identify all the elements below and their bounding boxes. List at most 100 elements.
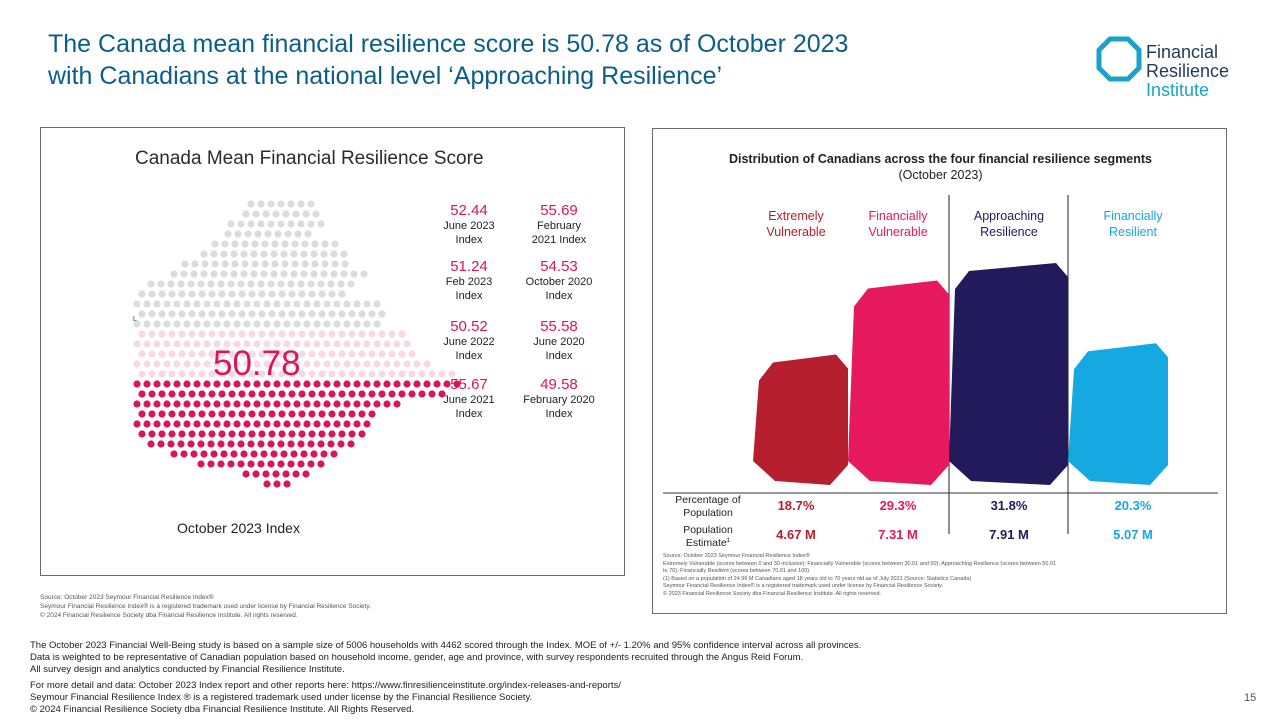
map-dot bbox=[188, 430, 196, 438]
map-dot bbox=[203, 320, 211, 328]
map-dot bbox=[307, 280, 315, 288]
map-dot bbox=[133, 360, 141, 368]
map-dot bbox=[268, 430, 276, 438]
map-dot bbox=[300, 270, 308, 278]
map-dot bbox=[188, 410, 196, 418]
map-dot bbox=[298, 370, 306, 378]
map-dot bbox=[338, 330, 346, 338]
map-dot bbox=[231, 260, 239, 268]
map-dot bbox=[290, 270, 298, 278]
map-dot bbox=[308, 390, 316, 398]
map-dot bbox=[173, 400, 181, 408]
map-dot bbox=[333, 360, 341, 368]
map-dot bbox=[153, 320, 161, 328]
map-dot bbox=[328, 310, 336, 318]
map-dot bbox=[277, 460, 285, 468]
map-dot bbox=[308, 410, 316, 418]
map-dot bbox=[318, 310, 326, 318]
map-dot bbox=[218, 290, 226, 298]
map-dot bbox=[228, 370, 236, 378]
map-dot bbox=[388, 390, 396, 398]
map-dot bbox=[158, 310, 166, 318]
map-dot bbox=[208, 290, 216, 298]
map-dot bbox=[338, 350, 346, 358]
map-dot bbox=[143, 300, 151, 308]
map-dot bbox=[180, 450, 188, 458]
map-dot bbox=[178, 370, 186, 378]
map-dot bbox=[193, 360, 201, 368]
historical-score-label: Index bbox=[455, 408, 483, 420]
map-dot bbox=[298, 310, 306, 318]
map-dot bbox=[280, 250, 288, 258]
map-dot bbox=[448, 370, 456, 378]
mean-score-subtitle: October 2023 Index bbox=[177, 520, 300, 536]
map-dot bbox=[393, 360, 401, 368]
map-dot bbox=[300, 250, 308, 258]
map-dot bbox=[253, 380, 261, 388]
map-dot bbox=[190, 270, 198, 278]
map-dot bbox=[358, 390, 366, 398]
map-dot bbox=[278, 390, 286, 398]
map-dot bbox=[338, 370, 346, 378]
map-dot bbox=[328, 410, 336, 418]
map-dot bbox=[243, 420, 251, 428]
map-dot bbox=[290, 450, 298, 458]
map-dot bbox=[221, 240, 229, 248]
map-dot bbox=[211, 240, 219, 248]
map-dot bbox=[148, 410, 156, 418]
map-dot bbox=[138, 290, 146, 298]
map-dot bbox=[173, 420, 181, 428]
map-dot bbox=[341, 260, 349, 268]
map-dot bbox=[323, 300, 331, 308]
map-dot bbox=[261, 240, 269, 248]
map-dot bbox=[143, 320, 151, 328]
map-dot bbox=[153, 420, 161, 428]
map-dot bbox=[228, 390, 236, 398]
map-dot bbox=[193, 420, 201, 428]
map-dot bbox=[260, 450, 268, 458]
map-dot bbox=[158, 390, 166, 398]
historical-score-label: 2021 Index bbox=[531, 234, 587, 246]
historical-score-value: 55.69 bbox=[540, 202, 578, 219]
map-dot bbox=[208, 370, 216, 378]
map-dot bbox=[231, 240, 239, 248]
map-dot bbox=[333, 400, 341, 408]
map-dot bbox=[318, 370, 326, 378]
map-dot bbox=[213, 300, 221, 308]
historical-score-value: 51.24 bbox=[450, 258, 488, 275]
map-dot bbox=[133, 340, 141, 348]
map-dot bbox=[218, 430, 226, 438]
estimate-value: 4.67 M bbox=[776, 527, 816, 542]
map-dot bbox=[330, 250, 338, 258]
map-dot bbox=[330, 270, 338, 278]
map-dot bbox=[398, 330, 406, 338]
source-line: (1) Based on a population of 24.96 M Can… bbox=[663, 575, 972, 582]
map-dot bbox=[208, 350, 216, 358]
map-dot bbox=[262, 210, 270, 218]
map-dot bbox=[200, 270, 208, 278]
map-dot bbox=[288, 330, 296, 338]
map-dot bbox=[273, 420, 281, 428]
map-dot bbox=[251, 240, 259, 248]
row-label-percentage: Percentage of Population bbox=[675, 494, 740, 519]
map-dot bbox=[273, 380, 281, 388]
map-dot bbox=[311, 240, 319, 248]
footer-line: All survey design and analytics conducte… bbox=[30, 664, 345, 675]
map-dot bbox=[304, 230, 312, 238]
map-dot bbox=[297, 280, 305, 288]
map-dot bbox=[211, 260, 219, 268]
map-dot bbox=[213, 420, 221, 428]
segment-label: Financially Vulnerable bbox=[868, 209, 928, 239]
map-dot bbox=[353, 420, 361, 428]
map-dot bbox=[263, 340, 271, 348]
map-dot bbox=[323, 380, 331, 388]
map-dot bbox=[307, 220, 315, 228]
map-dot bbox=[308, 290, 316, 298]
map-dot bbox=[197, 440, 205, 448]
map-dot bbox=[217, 440, 225, 448]
map-dot bbox=[260, 250, 268, 258]
map-dot bbox=[233, 320, 241, 328]
map-dot bbox=[303, 360, 311, 368]
map-dot bbox=[308, 310, 316, 318]
map-dot bbox=[288, 350, 296, 358]
